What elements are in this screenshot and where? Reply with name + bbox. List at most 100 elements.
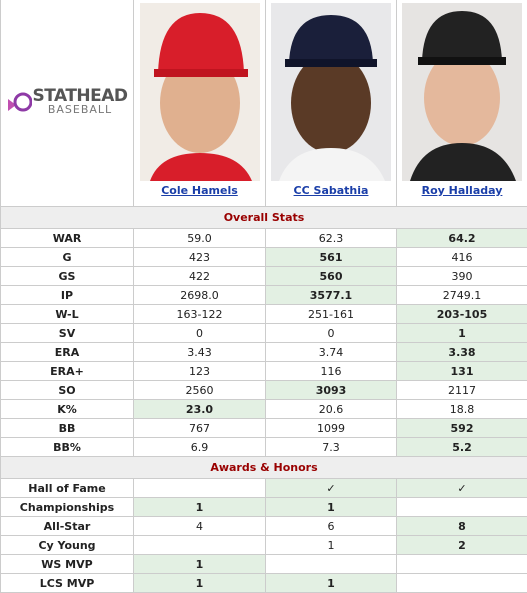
stat-label: K%: [1, 400, 134, 419]
logo-icon: [6, 91, 32, 113]
player-cell: Roy Halladay: [397, 0, 527, 207]
stat-cell: 2749.1: [397, 286, 527, 305]
stat-cell: [397, 498, 527, 517]
stat-cell: 18.8: [397, 400, 527, 419]
stat-cell: 6: [266, 517, 397, 536]
stat-cell: 422: [134, 267, 266, 286]
stat-label: SV: [1, 324, 134, 343]
stat-cell: 1: [134, 574, 266, 593]
stat-label: WAR: [1, 229, 134, 248]
stat-cell: 1: [266, 498, 397, 517]
stat-label: SO: [1, 381, 134, 400]
stat-label: ERA+: [1, 362, 134, 381]
stat-cell: 3.74: [266, 343, 397, 362]
stat-cell: 423: [134, 248, 266, 267]
stat-label: Hall of Fame: [1, 479, 134, 498]
logo-cell: STATHEAD BASEBALL: [1, 0, 134, 207]
stat-cell: 390: [397, 267, 527, 286]
stat-cell: 2560: [134, 381, 266, 400]
stat-cell: 560: [266, 267, 397, 286]
logo-brand: STATHEAD: [32, 88, 127, 104]
player-cell: Cole Hamels: [134, 0, 266, 207]
stat-label: Cy Young: [1, 536, 134, 555]
stat-cell: 59.0: [134, 229, 266, 248]
stat-cell: 20.6: [266, 400, 397, 419]
player-link[interactable]: Cole Hamels: [134, 184, 265, 197]
stat-cell: 3.43: [134, 343, 266, 362]
stat-cell: 116: [266, 362, 397, 381]
stat-cell: 8: [397, 517, 527, 536]
stat-cell: 592: [397, 419, 527, 438]
logo: STATHEAD BASEBALL: [1, 88, 133, 115]
header-row: STATHEAD BASEBALL Cole Hamels: [1, 0, 527, 207]
stat-cell: 5.2: [397, 438, 527, 457]
stat-cell: 131: [397, 362, 527, 381]
stat-cell: 1: [397, 324, 527, 343]
section-row: Overall Stats: [1, 207, 527, 229]
stat-cell: 3093: [266, 381, 397, 400]
stat-row: Hall of Fame✓✓: [1, 479, 527, 498]
stat-cell: 7.3: [266, 438, 397, 457]
stat-cell: 1099: [266, 419, 397, 438]
stat-cell: [397, 574, 527, 593]
player-photo: [402, 3, 522, 181]
stat-label: Championships: [1, 498, 134, 517]
stat-cell: 0: [134, 324, 266, 343]
stat-label: IP: [1, 286, 134, 305]
stat-label: BB: [1, 419, 134, 438]
stat-cell: 251-161: [266, 305, 397, 324]
stat-label: WS MVP: [1, 555, 134, 574]
stat-cell: 1: [134, 555, 266, 574]
stat-cell: 416: [397, 248, 527, 267]
stat-label: G: [1, 248, 134, 267]
stat-cell: [397, 555, 527, 574]
stat-cell: 62.3: [266, 229, 397, 248]
player-link[interactable]: Roy Halladay: [397, 184, 527, 197]
player-photo: [140, 3, 260, 181]
stat-label: W-L: [1, 305, 134, 324]
stat-cell: [266, 555, 397, 574]
stat-cell: 561: [266, 248, 397, 267]
stat-cell: 3577.1: [266, 286, 397, 305]
section-title: Awards & Honors: [1, 457, 527, 479]
stat-cell: 2117: [397, 381, 527, 400]
stat-cell: 767: [134, 419, 266, 438]
stat-cell: 3.38: [397, 343, 527, 362]
stat-cell: 163-122: [134, 305, 266, 324]
player-photo: [271, 3, 391, 181]
stat-cell: [134, 479, 266, 498]
section-title: Overall Stats: [1, 207, 527, 229]
stat-cell: [134, 536, 266, 555]
section-row: Awards & Honors: [1, 457, 527, 479]
stat-cell: 6.9: [134, 438, 266, 457]
stat-label: BB%: [1, 438, 134, 457]
stat-label: LCS MVP: [1, 574, 134, 593]
stat-cell: 0: [266, 324, 397, 343]
player-link[interactable]: CC Sabathia: [266, 184, 396, 197]
stat-cell: 4: [134, 517, 266, 536]
stat-label: All-Star: [1, 517, 134, 536]
stat-cell: 1: [134, 498, 266, 517]
stat-cell: 1: [266, 574, 397, 593]
stat-cell: 203-105: [397, 305, 527, 324]
stat-label: GS: [1, 267, 134, 286]
